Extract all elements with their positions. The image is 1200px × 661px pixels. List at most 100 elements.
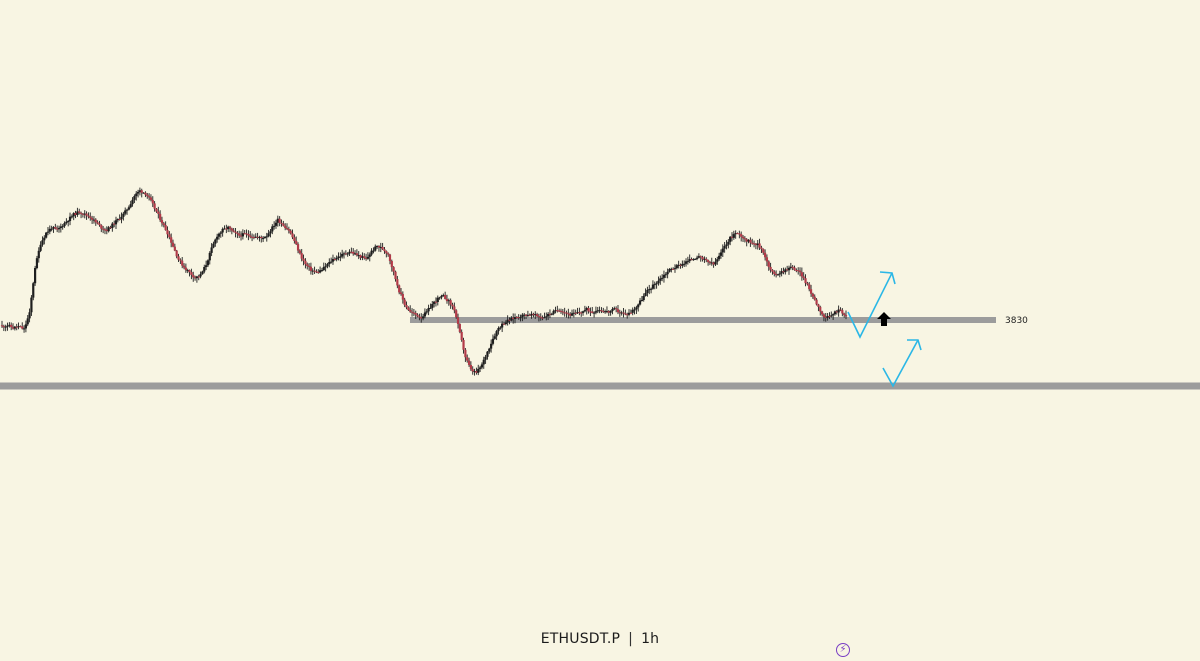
candle-body [462,339,465,350]
candle [616,304,620,315]
candle-body [416,314,419,317]
candle-body [692,259,695,261]
candle [510,316,513,322]
candle-body [508,319,511,321]
candle-body [206,260,210,266]
candle [830,311,833,318]
candle [337,252,340,261]
candle-body [679,264,682,266]
candle-body [833,311,837,315]
candle-body [151,199,154,204]
candle-body [21,326,24,329]
candle-body [637,304,640,308]
candle [182,263,186,270]
candle [775,270,778,278]
candle-body [146,194,149,197]
candle-body [565,312,568,314]
candle-body [661,277,664,279]
candle-body [245,233,248,235]
candle-body [703,258,706,260]
candle-body [670,268,673,270]
candle [837,305,840,317]
candle-body [605,310,609,312]
candle-body [302,258,305,261]
candle-body [322,266,325,271]
candle [754,243,757,250]
candle [234,228,237,238]
candle-body [633,309,636,311]
candle [254,233,257,239]
candle-body [592,312,596,314]
candle-body [359,255,362,258]
candle [565,310,568,318]
candle [376,245,379,249]
candle-body [412,312,415,314]
candle-body [646,289,649,293]
candle-body [727,241,730,245]
candle-body [809,289,813,294]
candle-body [190,272,193,275]
candle [440,294,443,300]
candle-body [493,336,496,339]
candle [484,354,487,364]
candle [6,322,9,331]
candle [668,268,671,273]
candle-body [291,233,294,238]
candle-body [193,277,197,279]
candle-body [250,236,254,238]
candle [339,252,342,262]
candle [330,257,333,264]
candle [98,220,101,227]
candle-body [501,323,504,328]
candle-body [535,314,539,317]
candle [412,308,415,317]
candle [138,187,142,196]
candle-body [160,220,164,224]
candle-body [41,240,44,245]
candle [260,235,263,243]
candle-body [74,213,77,215]
candle-body [109,227,112,229]
candle-body [554,310,557,312]
candle-body [464,349,467,358]
candle-body [157,211,160,214]
candle-body [431,303,434,308]
candle-body [749,239,752,243]
candle [710,257,713,266]
candle-body [666,271,669,275]
candle [561,309,564,316]
candle [580,311,583,317]
candle-body [142,192,145,194]
candle-body [339,256,342,258]
candle [173,243,176,252]
candle [274,219,278,229]
candle-body [548,313,552,315]
candle-body [578,312,581,314]
lightning-icon[interactable]: ⚡ [836,643,850,657]
candle-body [37,250,40,259]
candle-body [364,257,368,259]
candle [471,366,474,375]
candle-body [212,243,215,248]
candle-body [532,313,535,315]
candle-body [776,274,780,276]
candle-body [730,236,734,238]
candle-body [22,328,26,330]
candle [633,306,636,315]
candle [449,298,452,309]
candle-body [274,222,278,226]
candle-body [221,228,224,233]
candle-body [756,243,759,246]
candle-body [512,317,515,319]
candle [210,243,213,257]
candle-body [763,252,767,258]
candle-body [706,260,710,262]
candle [653,281,656,290]
candle-body [451,304,454,307]
candle [725,240,728,250]
candle [359,254,362,261]
candle [547,312,550,320]
candle [445,294,449,304]
